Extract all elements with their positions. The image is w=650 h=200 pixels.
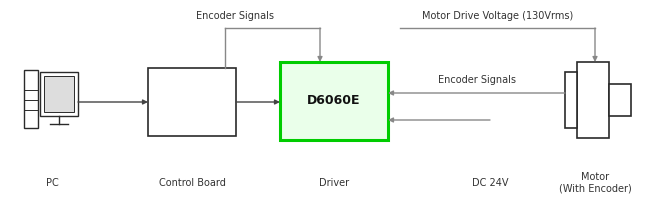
Text: Driver: Driver: [319, 178, 349, 188]
Text: DC 24V: DC 24V: [472, 178, 508, 188]
Text: Encoder Signals: Encoder Signals: [196, 11, 274, 21]
Text: PC: PC: [46, 178, 58, 188]
Bar: [280, 62, 388, 140]
Bar: [577, 62, 609, 138]
Bar: [609, 84, 631, 116]
Text: Motor
(With Encoder): Motor (With Encoder): [558, 172, 631, 194]
Text: Motor Drive Voltage (130Vrms): Motor Drive Voltage (130Vrms): [422, 11, 573, 21]
Bar: [44, 76, 74, 112]
Text: Encoder Signals: Encoder Signals: [437, 75, 515, 85]
Bar: [565, 72, 577, 128]
Bar: [24, 70, 38, 128]
Bar: [148, 68, 236, 136]
Text: Control Board: Control Board: [159, 178, 226, 188]
Text: D6060E: D6060E: [307, 95, 361, 108]
Bar: [40, 72, 78, 116]
